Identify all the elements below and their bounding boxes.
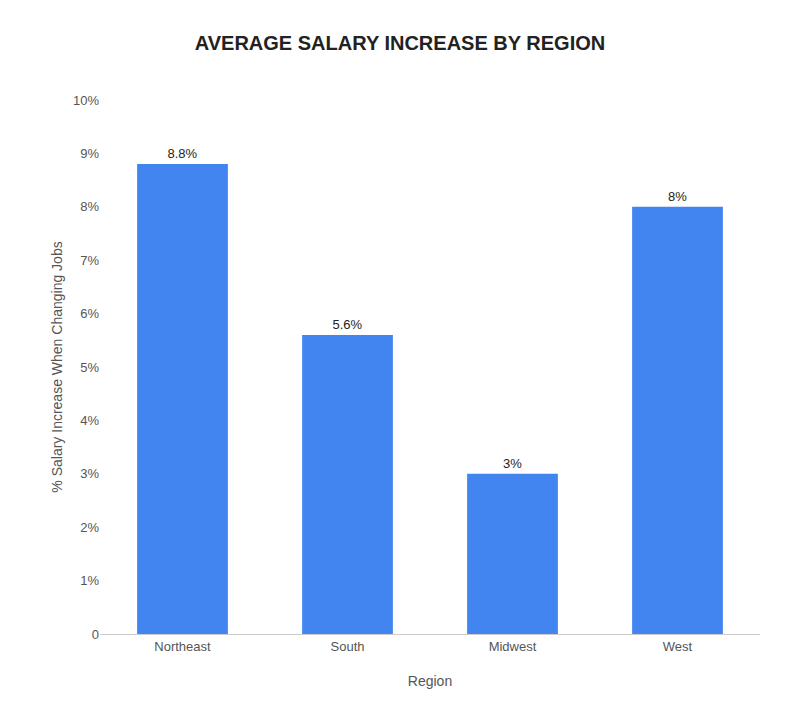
svg-text:3%: 3% (80, 466, 99, 481)
svg-text:% Salary Increase When Changin: % Salary Increase When Changing Jobs (49, 241, 65, 492)
svg-text:Midwest: Midwest (489, 639, 537, 654)
svg-text:5%: 5% (80, 360, 99, 375)
svg-text:1%: 1% (80, 573, 99, 588)
svg-text:2%: 2% (80, 520, 99, 535)
svg-text:8%: 8% (80, 199, 99, 214)
svg-text:AVERAGE SALARY INCREASE BY REG: AVERAGE SALARY INCREASE BY REGION (195, 32, 605, 54)
svg-text:South: South (331, 639, 365, 654)
svg-text:4%: 4% (80, 413, 99, 428)
svg-text:5.6%: 5.6% (332, 317, 362, 332)
svg-text:7%: 7% (80, 253, 99, 268)
svg-text:8.8%: 8.8% (167, 146, 197, 161)
svg-text:West: West (663, 639, 693, 654)
svg-text:10%: 10% (73, 93, 99, 108)
svg-text:Northeast: Northeast (154, 639, 211, 654)
svg-text:8%: 8% (668, 189, 687, 204)
svg-text:Region: Region (408, 673, 452, 689)
svg-text:9%: 9% (80, 146, 99, 161)
svg-text:3%: 3% (503, 456, 522, 471)
svg-text:6%: 6% (80, 306, 99, 321)
svg-text:0: 0 (92, 627, 99, 642)
